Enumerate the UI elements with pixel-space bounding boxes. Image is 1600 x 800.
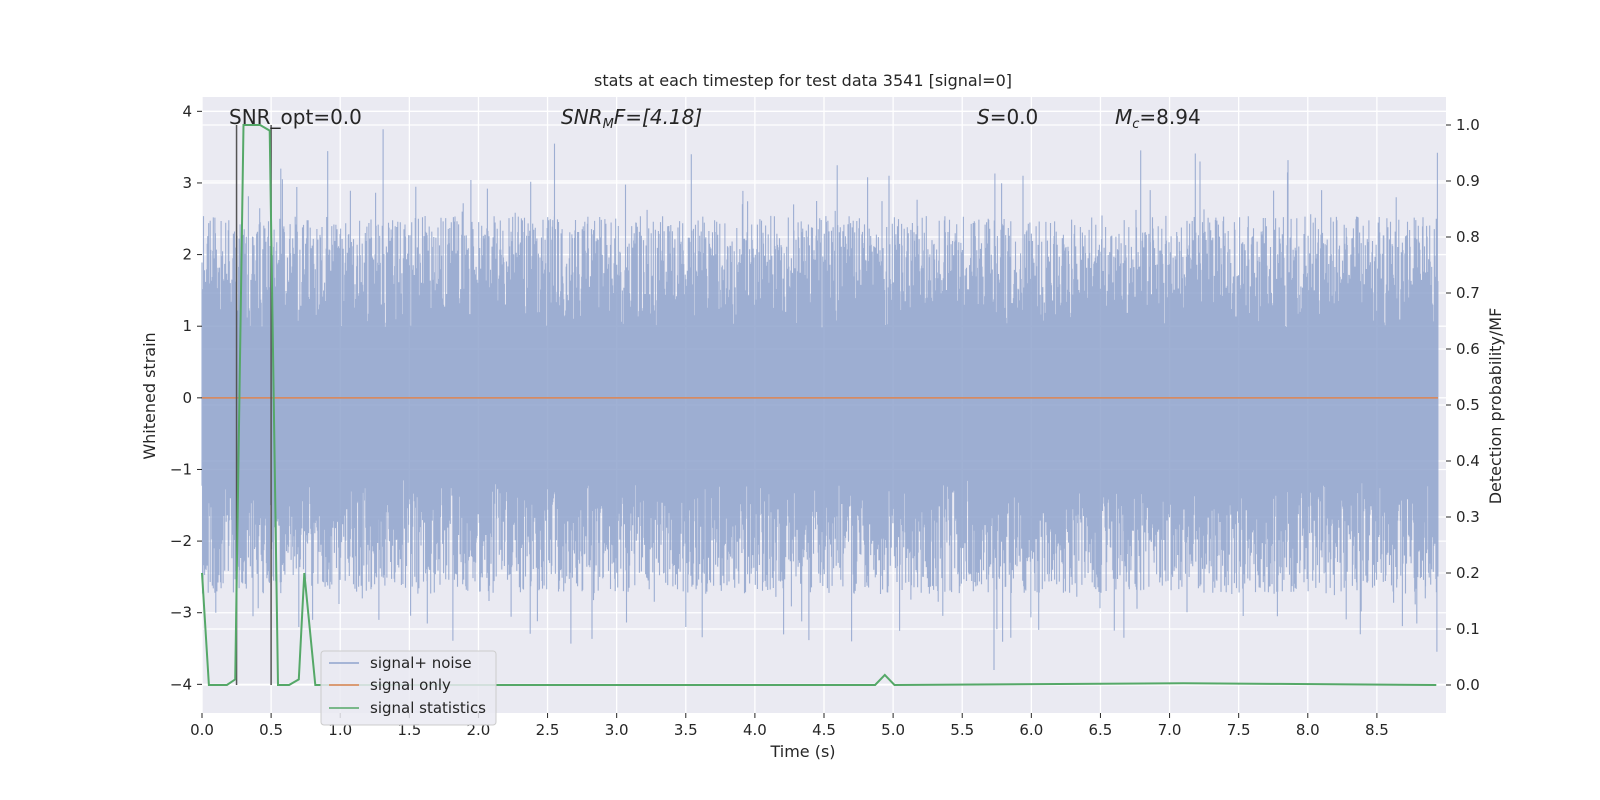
y-right-tick-label: 0.2	[1456, 564, 1480, 582]
series-signal-statistics	[201, 124, 1437, 687]
y-left-tick-label: −3	[170, 604, 192, 622]
y-right-tick-label: 0.5	[1456, 396, 1480, 414]
legend-label-signal-statistics: signal statistics	[370, 699, 486, 717]
series-signal-noise	[201, 129, 1439, 670]
s-symbol: S	[977, 105, 990, 129]
x-tick-label: 4.0	[743, 721, 767, 739]
signal-statistics-line	[201, 124, 1437, 687]
noise-trace	[201, 129, 1439, 670]
x-tick-label: 8.0	[1296, 721, 1320, 739]
x-tick-label: 2.5	[536, 721, 560, 739]
y-left-tick-label: 4	[182, 102, 192, 120]
y-left-tick-label: −1	[170, 460, 192, 478]
snr-mf-suffix: F=[4.18]	[614, 105, 702, 129]
x-axis-label: Time (s)	[769, 742, 835, 761]
x-tick-label: 6.0	[1019, 721, 1043, 739]
y-right-tick-label: 0.7	[1456, 284, 1480, 302]
y-axis-right: 0.0 0.1 0.2 0.3 0.4 0.5 0.6 0.7 0.8 0.9 1.0	[1446, 116, 1480, 694]
y-right-tick-label: 0.0	[1456, 676, 1480, 694]
y-left-tick-label: −4	[170, 675, 192, 693]
x-tick-label: 8.5	[1365, 721, 1389, 739]
legend: signal+ noise signal only signal statist…	[320, 650, 497, 726]
x-tick-label: 5.0	[881, 721, 905, 739]
y-right-tick-label: 0.4	[1456, 452, 1480, 470]
y-right-tick-label: 0.3	[1456, 508, 1480, 526]
mc-symbol: M	[1115, 105, 1132, 129]
legend-label-signal-noise: signal+ noise	[370, 654, 472, 672]
y-axis-right-label: Detection probability/MF	[1486, 308, 1505, 505]
y-left-tick-label: 0	[182, 389, 192, 407]
snr-mf-sub: M	[603, 117, 614, 132]
annotation-snr-mf: SNRMF=[4.18]	[561, 105, 702, 132]
y-right-tick-label: 0.1	[1456, 620, 1480, 638]
s-value: =0.0	[990, 105, 1039, 129]
x-tick-label: 0.0	[190, 721, 214, 739]
annotation-snr-opt: SNR_opt=0.0	[229, 105, 362, 129]
mc-sub: c	[1132, 117, 1139, 132]
x-tick-label: 0.5	[259, 721, 283, 739]
chart-title: stats at each timestep for test data 354…	[594, 71, 1012, 90]
legend-label-signal-only: signal only	[370, 676, 451, 694]
x-tick-label: 7.0	[1158, 721, 1182, 739]
snr-mf-prefix: SNR	[561, 105, 603, 129]
y-left-tick-label: −2	[170, 532, 192, 550]
x-tick-label: 3.5	[674, 721, 698, 739]
annotation-s: S=0.0	[977, 105, 1038, 129]
y-left-tick-label: 3	[182, 174, 192, 192]
x-tick-label: 6.5	[1089, 721, 1113, 739]
y-right-tick-label: 1.0	[1456, 116, 1480, 134]
x-tick-label: 4.5	[812, 721, 836, 739]
y-axis-left: −4 −3 −2 −1 0 1 2 3 4	[170, 102, 202, 693]
x-tick-label: 3.0	[605, 721, 629, 739]
legend-box	[320, 650, 497, 726]
annotation-mc: Mc=8.94	[1115, 105, 1201, 132]
y-left-tick-label: 1	[182, 317, 192, 335]
mc-value: =8.94	[1139, 105, 1200, 129]
y-right-tick-label: 0.9	[1456, 172, 1480, 190]
x-tick-label: 5.5	[950, 721, 974, 739]
y-right-tick-label: 0.6	[1456, 340, 1480, 358]
x-tick-label: 7.5	[1227, 721, 1251, 739]
y-right-tick-label: 0.8	[1456, 228, 1480, 246]
y-axis-left-label: Whitened strain	[140, 332, 159, 459]
y-left-tick-label: 2	[182, 246, 192, 264]
